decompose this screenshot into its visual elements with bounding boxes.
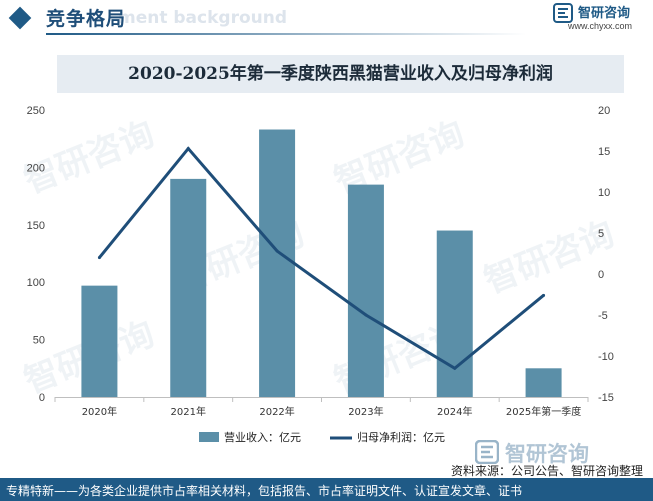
line-point [186,147,190,151]
bar [436,230,473,397]
line-point [364,313,368,317]
brand-url[interactable]: www.chyxx.com [568,21,633,31]
y-right-tick-label: 5 [598,228,604,240]
bar [81,285,118,397]
x-tick-label: 2024年 [437,405,472,418]
chart-title-band: 2020-2025年第一季度陕西黑猫营业收入及归母净利润 [57,55,624,93]
y-left-tick-label: 50 [33,335,45,347]
brand-watermark: 智研咨询 [505,442,589,466]
brand-name: 智研咨询 [578,6,631,21]
y-right-tick-label: 20 [598,105,610,117]
y-right-tick-label: 15 [598,146,610,158]
legend-bar-label: 营业收入：亿元 [224,430,301,444]
bar [259,129,296,398]
line-point [97,256,101,260]
bar [525,368,562,397]
line-point [275,249,279,253]
y-left-tick-label: 150 [27,220,45,232]
y-right-tick-label: -10 [598,351,614,363]
header-underline [46,33,526,35]
y-left-tick-label: 250 [27,105,45,117]
chart-title: 2020-2025年第一季度陕西黑猫营业收入及归母净利润 [128,64,553,84]
bar [170,178,207,397]
footer-text: 专精特新——为各类企业提供市占率相关材料，包括报告、市占率证明文件、认证宣发文章… [6,484,523,498]
net-profit-line [98,146,545,371]
section-title: 竞争格局 [46,8,127,30]
x-tick-label: 2025年第一季度 [506,405,581,418]
legend-line-label: 归母净利润：亿元 [357,430,445,444]
y-left-tick-label: 0 [39,392,45,404]
y-right-tick-label: 10 [598,187,610,199]
footer-bar [0,478,653,501]
y-right-tick-label: 0 [598,269,604,281]
header-background-word: ment background [118,8,288,28]
line-point [542,293,546,297]
header: ment background 竞争格局 智研咨询 www.chyxx.com [0,0,653,40]
legend-bar-swatch [199,432,219,442]
brand-logo-icon [553,3,573,23]
y-left-tick-label: 100 [27,277,45,289]
line-point [453,366,457,370]
y-right-tick-label: -5 [598,310,608,322]
x-tick-label: 2023年 [348,405,383,418]
y-right-tick-label: -15 [598,392,614,404]
brand-logo-watermark-icon [475,440,499,464]
bar [347,184,384,397]
x-tick-label: 2021年 [171,405,206,418]
y-left-tick-label: 200 [27,162,45,174]
x-tick-label: 2020年 [82,405,117,418]
x-tick-label: 2022年 [259,405,294,418]
source-note: 资料来源：公司公告、智研咨询整理 [450,464,643,478]
